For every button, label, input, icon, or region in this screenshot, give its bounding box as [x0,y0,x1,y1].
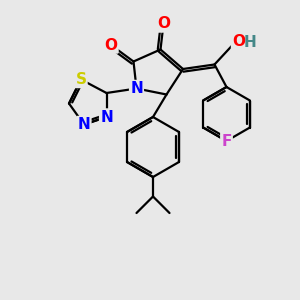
Text: O: O [104,38,118,52]
Text: N: N [100,110,113,124]
Text: N: N [130,81,143,96]
Text: O: O [232,34,245,50]
Text: N: N [78,117,90,132]
Text: O: O [157,16,170,32]
Text: H: H [243,35,256,50]
Text: S: S [76,72,86,87]
Text: F: F [221,134,232,148]
